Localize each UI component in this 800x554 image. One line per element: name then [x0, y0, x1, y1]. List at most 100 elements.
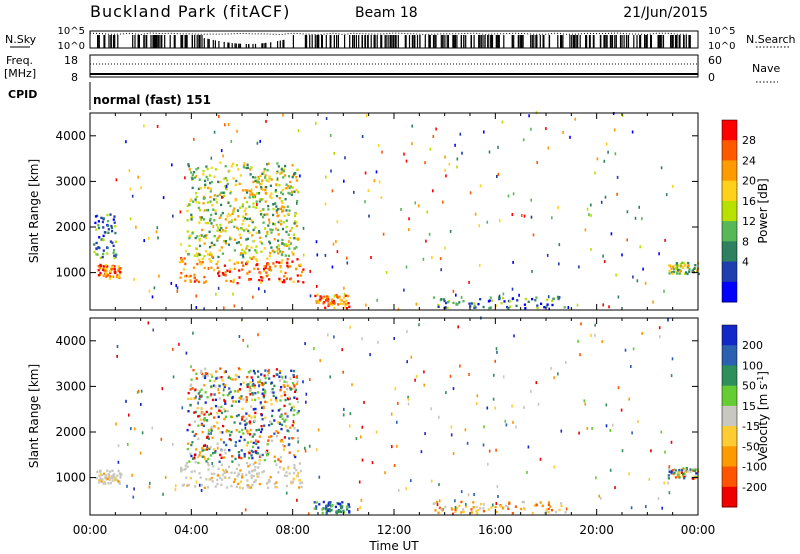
echo-cell [291, 424, 294, 427]
echo-cell [277, 165, 280, 168]
echo-cell [99, 469, 102, 472]
echo-cell [290, 409, 293, 412]
echo-cell [119, 476, 122, 479]
echo-cell [695, 472, 698, 475]
echo-cell [536, 306, 539, 310]
echo-cell [450, 425, 453, 429]
echo-cell [98, 266, 101, 270]
echo-cell [225, 486, 229, 489]
echo-cell [250, 454, 253, 457]
echo-cell [545, 127, 547, 131]
echo-cell [225, 430, 228, 433]
echo-cell [295, 376, 298, 379]
echo-cell [190, 443, 193, 447]
echo-cell [213, 425, 216, 428]
freq-tick-low: 8 [71, 71, 78, 84]
echo-cell [678, 472, 681, 475]
echo-cell [228, 169, 231, 173]
echo-cell [261, 406, 264, 409]
echo-cell [621, 113, 624, 117]
echo-cell [460, 500, 463, 504]
cpid-value: normal (fast) 151 [93, 93, 211, 107]
nsky-bars [89, 32, 691, 48]
cpid-label: CPID [8, 88, 37, 101]
echo-cell [236, 475, 239, 478]
echo-cell [210, 253, 213, 256]
echo-cell [215, 201, 218, 204]
echo-cell [208, 245, 212, 249]
echo-cell [450, 433, 453, 437]
echo-cell [190, 365, 192, 369]
echo-cell [275, 463, 278, 466]
echo-cell [245, 238, 248, 241]
echo-cell [252, 441, 255, 445]
echo-cell [203, 242, 206, 245]
echo-cell [224, 218, 227, 221]
echo-cell [452, 387, 455, 391]
echo-cell [266, 486, 270, 490]
y-tick-label: 4000 [55, 129, 86, 143]
echo-cell [270, 178, 273, 181]
echo-cell [294, 390, 297, 393]
echo-cell [448, 162, 451, 166]
echo-cell [292, 374, 295, 377]
echo-cell [285, 381, 288, 384]
echo-cell [346, 508, 349, 511]
echo-cell [503, 300, 506, 303]
echo-cell [245, 200, 249, 204]
echo-cell [672, 268, 676, 271]
echo-cell [238, 456, 241, 459]
echo-cell [259, 271, 262, 275]
echo-cell [211, 204, 214, 207]
echo-cell [191, 430, 194, 433]
echo-cell [318, 503, 321, 506]
echo-cell [325, 508, 328, 511]
echo-cell [468, 280, 470, 284]
echo-cell [508, 300, 512, 303]
echo-cell [219, 476, 222, 480]
echo-cell [523, 303, 526, 306]
echo-cell [369, 353, 371, 357]
echo-cell [293, 409, 296, 412]
echo-cell [342, 413, 345, 417]
echo-cell [359, 506, 361, 509]
echo-cell [688, 270, 691, 273]
echo-cell [355, 437, 358, 441]
velocity-colorbar-label-tail: ] [756, 371, 770, 376]
echo-cell [285, 277, 288, 280]
echo-cell [691, 269, 694, 272]
echo-cell [291, 260, 294, 263]
echo-cell [545, 510, 548, 513]
echo-cell [329, 509, 332, 513]
echo-cell [343, 292, 346, 296]
echo-cell [206, 253, 209, 256]
echo-cell [105, 275, 108, 278]
echo-cell [670, 440, 673, 444]
echo-cell [540, 302, 543, 305]
echo-cell [610, 232, 613, 236]
x-tick-label: 00:00 [73, 523, 108, 537]
colorbar-frame [721, 324, 738, 508]
echo-cell [267, 263, 270, 266]
echo-cell [299, 174, 301, 178]
echo-cell [299, 482, 302, 485]
echo-cell [244, 207, 247, 210]
echo-cell [194, 485, 197, 488]
echo-cell [507, 307, 510, 310]
echo-cell [107, 231, 110, 234]
echo-cell [228, 392, 231, 395]
echo-cell [242, 398, 245, 401]
echo-cell [277, 208, 280, 211]
echo-cell [283, 174, 287, 177]
echo-cell [274, 398, 278, 401]
echo-cell [267, 204, 270, 208]
echo-cell [579, 353, 581, 357]
echo-cell [501, 296, 505, 300]
echo-cell [497, 495, 499, 498]
echo-cell [267, 481, 270, 484]
echo-cell [106, 213, 109, 217]
echo-cell [220, 226, 223, 230]
velocity-colorbar-label: Velocity [m s-1] [756, 371, 770, 461]
echo-cell [298, 479, 302, 482]
echo-cell [197, 437, 200, 440]
